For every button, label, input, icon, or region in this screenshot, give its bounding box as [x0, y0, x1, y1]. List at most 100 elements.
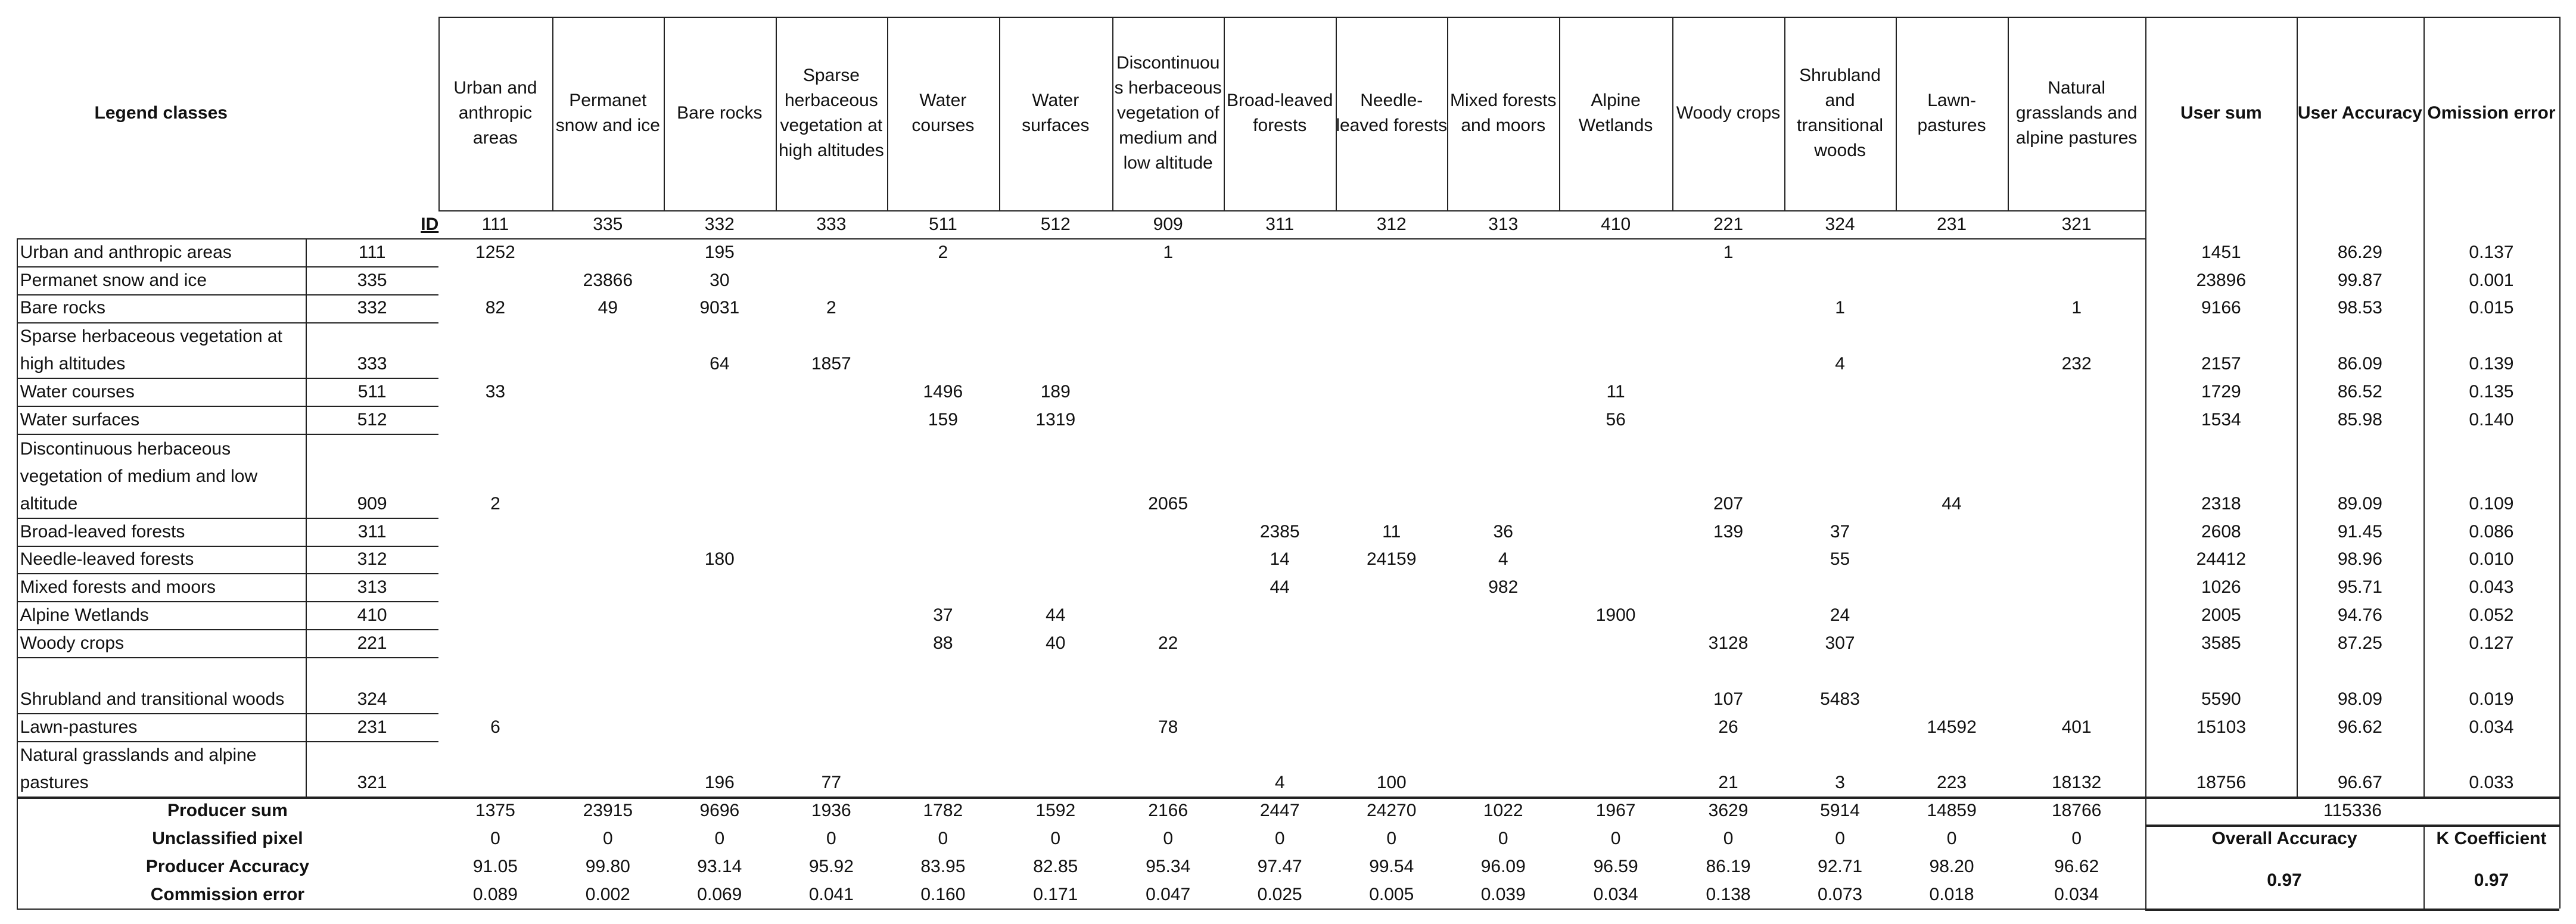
rule [16, 322, 439, 323]
row-name: Alpine Wetlands [20, 605, 149, 626]
header-cell: Legend classes [94, 103, 228, 123]
matrix-cell: 30 [710, 270, 730, 290]
column-id: 312 [1376, 214, 1407, 234]
column-header: Permanet snow and ice [555, 91, 660, 136]
omission-error: 0.137 [2469, 242, 2514, 262]
rule [16, 238, 439, 239]
user-accuracy: 89.09 [2337, 493, 2382, 514]
column-header: Mixed forests and moors [1450, 91, 1557, 136]
overall-accuracy: 0.97 [2267, 870, 2302, 891]
omission-error: 0.139 [2469, 354, 2514, 374]
row-name: Discontinuous herbaceous vegetation of m… [20, 438, 258, 514]
footer-value: 99.54 [1369, 857, 1414, 877]
user-sum: 2157 [2201, 354, 2241, 374]
column-header: Water surfaces [1022, 91, 1090, 136]
footer-value: 1022 [1483, 801, 1523, 821]
footer-value: 0 [2071, 829, 2082, 849]
footer-value: 0.034 [1593, 884, 1638, 904]
matrix-cell: 9031 [699, 298, 740, 318]
rule [16, 434, 439, 435]
matrix-cell: 207 [1713, 493, 1744, 514]
footer-value: 96.59 [1593, 857, 1638, 877]
matrix-cell: 100 [1376, 773, 1407, 793]
user-sum: 3585 [2201, 633, 2241, 654]
footer-value: 0 [938, 829, 948, 849]
matrix-cell: 14592 [1927, 717, 1977, 737]
matrix-cell: 24159 [1367, 549, 1417, 570]
rule [438, 16, 2560, 18]
row-name: Needle-leaved forests [20, 549, 194, 570]
matrix-cell: 56 [1606, 410, 1626, 430]
rule [438, 210, 2146, 211]
rule [16, 406, 439, 407]
user-sum: 1451 [2201, 242, 2241, 262]
rule [2145, 797, 2147, 909]
user-sum: 23896 [2196, 270, 2247, 290]
column-header: Lawn-pastures [1917, 91, 1986, 136]
rule [16, 629, 439, 631]
column-header: Discontinuous herbaceous vegetation of m… [1114, 53, 1222, 173]
row-name: Natural grasslands and alpine pastures [20, 745, 257, 793]
footer-label: Producer Accuracy [145, 857, 309, 877]
footer-value: 0 [1274, 829, 1285, 849]
rule [2297, 16, 2298, 797]
omission-error: 0.033 [2469, 773, 2514, 793]
rule [16, 378, 439, 379]
footer-value: 0 [1946, 829, 1957, 849]
rule [2559, 797, 2561, 909]
rule [998, 16, 1000, 210]
column-id: 321 [2061, 214, 2092, 234]
row-id: 333 [357, 354, 387, 374]
rule [438, 238, 2146, 239]
matrix-cell: 107 [1713, 689, 1744, 709]
footer-value: 0 [1723, 829, 1734, 849]
row-name: Water courses [20, 382, 135, 402]
footer-value: 5914 [1820, 801, 1860, 821]
k-coefficient-label: K Coefficient [2436, 829, 2547, 849]
matrix-cell: 77 [821, 773, 842, 793]
rule [16, 797, 2560, 799]
row-id: 512 [357, 410, 387, 430]
matrix-cell: 139 [1713, 521, 1744, 542]
rule [2145, 16, 2147, 797]
footer-value: 0 [490, 829, 500, 849]
row-id: 312 [357, 549, 387, 570]
footer-value: 98.20 [1929, 857, 1974, 877]
user-accuracy: 94.76 [2337, 605, 2382, 626]
matrix-cell: 1252 [475, 242, 515, 262]
footer-value: 0.138 [1706, 884, 1751, 904]
column-id: 512 [1040, 214, 1071, 234]
footer-value: 92.71 [1818, 857, 1863, 877]
footer-value: 1967 [1595, 801, 1636, 821]
user-accuracy: 96.67 [2337, 773, 2382, 793]
user-accuracy: 86.52 [2337, 382, 2382, 402]
omission-error: 0.127 [2469, 633, 2514, 654]
matrix-cell: 23866 [583, 270, 633, 290]
rule [1896, 16, 1897, 210]
matrix-cell: 232 [2061, 354, 2092, 374]
column-header: Needle-leaved forests [1336, 91, 1448, 136]
footer-value: 97.47 [1257, 857, 1302, 877]
footer-value: 0.002 [585, 884, 630, 904]
footer-value: 0.171 [1033, 884, 1078, 904]
column-id: 333 [816, 214, 847, 234]
footer-value: 0.047 [1146, 884, 1191, 904]
rule [2423, 16, 2425, 797]
footer-value: 1592 [1035, 801, 1076, 821]
matrix-cell: 180 [704, 549, 735, 570]
matrix-cell: 40 [1046, 633, 1066, 654]
matrix-cell: 1 [1723, 242, 1734, 262]
footer-label: Commission error [150, 884, 305, 904]
column-id: 111 [481, 214, 509, 234]
footer-value: 0 [1386, 829, 1397, 849]
footer-value: 1936 [811, 801, 851, 821]
matrix-cell: 196 [704, 773, 735, 793]
footer-value: 0 [602, 829, 613, 849]
row-id: 335 [357, 270, 387, 290]
matrix-cell: 189 [1040, 382, 1071, 402]
matrix-cell: 26 [1718, 717, 1738, 737]
rule [16, 517, 439, 519]
footer-value: 0.025 [1257, 884, 1302, 904]
matrix-cell: 982 [1488, 577, 1519, 598]
